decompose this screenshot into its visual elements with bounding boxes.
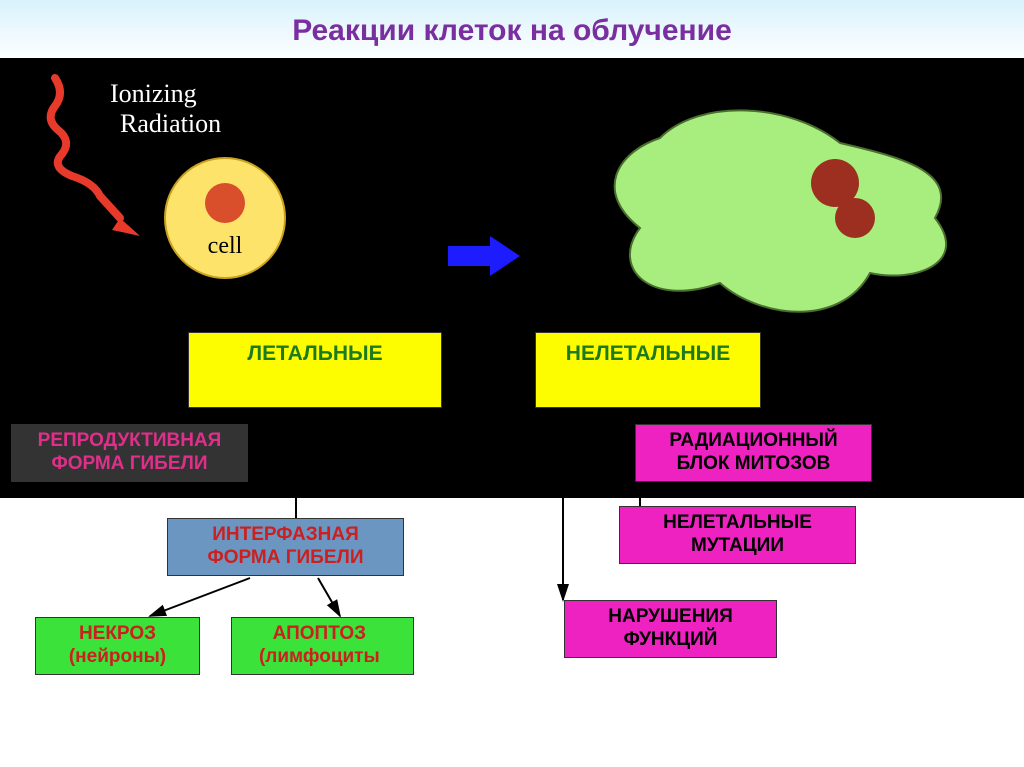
box-reproductive: РЕПРОДУКТИВНАЯ ФОРМА ГИБЕЛИ <box>11 424 248 482</box>
box-nonlethal: НЕЛЕТАЛЬНЫЕ <box>535 332 761 408</box>
cell-graphic: cell <box>165 158 285 278</box>
box-necrosis: НЕКРОЗ (нейроны) <box>35 617 200 675</box>
cell-label: cell <box>208 233 243 259</box>
transform-arrow-icon <box>448 236 520 276</box>
box-dysfunction: НАРУШЕНИЯ ФУНКЦИЙ <box>564 600 777 658</box>
slide: Реакции клеток на облучение Ionizing Rad… <box>0 0 1024 767</box>
box-mutations: НЕЛЕТАЛЬНЫЕ МУТАЦИИ <box>619 506 856 564</box>
box-lethal: ЛЕТАЛЬНЫЕ <box>188 332 442 408</box>
box-apoptosis: АПОПТОЗ (лимфоциты) <box>231 617 414 675</box>
transformed-cell <box>615 110 946 311</box>
page-title: Реакции клеток на облучение <box>0 0 1024 48</box>
radiation-label-2: Radiation <box>120 109 221 138</box>
box-interphase: ИНТЕРФАЗНАЯ ФОРМА ГИБЕЛИ <box>167 518 404 576</box>
box-radblock: РАДИАЦИОННЫЙ БЛОК МИТОЗОВ <box>635 424 872 482</box>
radiation-label-1: Ionizing <box>110 79 197 108</box>
